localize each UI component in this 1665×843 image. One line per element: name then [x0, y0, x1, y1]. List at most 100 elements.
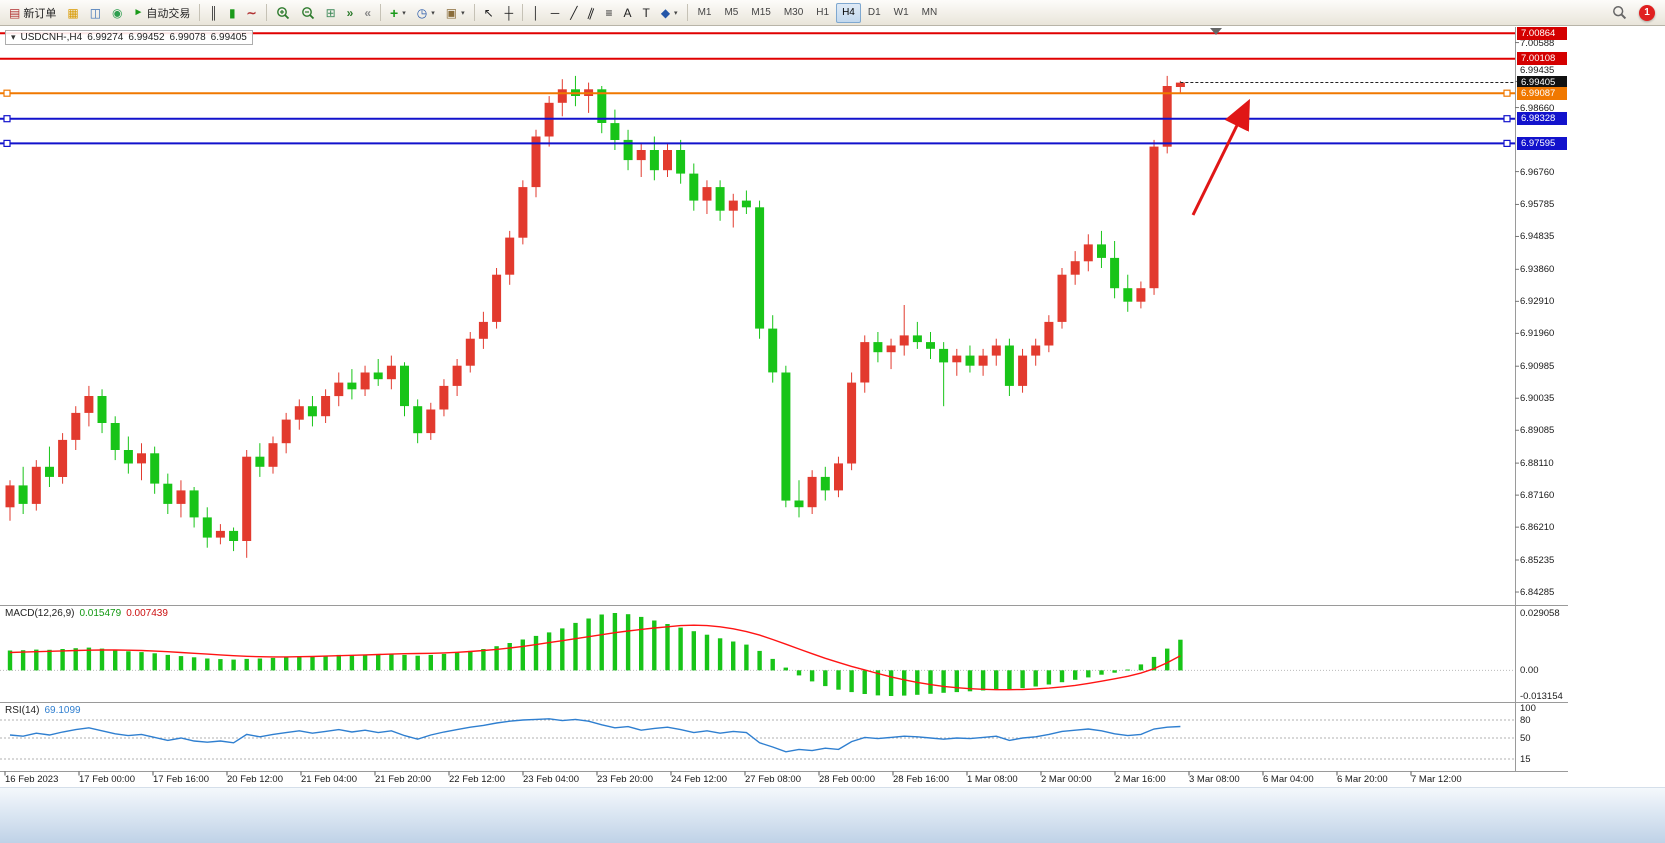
rsi-line: [9, 718, 1181, 753]
timeframe-w1[interactable]: W1: [893, 7, 909, 18]
channel-tool-button[interactable]: ∥: [583, 2, 599, 24]
fibonacci-icon: ≡: [605, 5, 613, 20]
macd-indicator-label: MACD(12,26,9) 0.015479 0.007439: [5, 608, 168, 619]
timeframe-group: M1 M5 M15 M30 H1 H4 D1 W1 MN: [692, 2, 944, 23]
template-icon: ▣: [445, 5, 458, 20]
trend-arrow-annotation[interactable]: [1191, 98, 1250, 216]
shapes-tool-button[interactable]: ◆ ▾: [656, 2, 683, 24]
bar-chart-icon: ║: [209, 5, 218, 20]
trendline-tool-button[interactable]: ╱: [565, 2, 582, 24]
line-chart-icon: ∼: [246, 5, 257, 20]
timeframe-m1[interactable]: M1: [697, 7, 712, 18]
chevron-down-icon: ▾: [461, 9, 465, 17]
horizontal-line-icon: ─: [550, 5, 560, 20]
zoom-out-icon: [301, 6, 314, 19]
new-order-button[interactable]: ▤ 新订单: [4, 2, 61, 24]
autotrade-label: 自动交易: [146, 7, 191, 20]
chevron-down-icon: ▾: [402, 9, 406, 17]
chart-symbol-label: USDCNH-,H4: [20, 32, 83, 43]
rsi-indicator-label: RSI(14) 69.1099: [5, 705, 81, 716]
window-bottom-edge: [0, 787, 1665, 843]
auto-scroll-icon: »: [346, 5, 354, 20]
candlestick-series: [5, 75, 1185, 558]
autotrade-button[interactable]: ► 自动交易: [129, 2, 196, 24]
line-handle[interactable]: [3, 89, 11, 97]
time-scale[interactable]: [0, 772, 1515, 787]
macd-main-value: 0.015479: [79, 608, 122, 619]
timeframe-m15[interactable]: M15: [751, 7, 771, 18]
line-handle[interactable]: [1503, 89, 1511, 97]
label-tool-button[interactable]: T: [637, 2, 654, 24]
macd-histogram: [7, 613, 1183, 696]
label-tool-icon: T: [642, 5, 650, 20]
toolbar-separator: [522, 4, 524, 21]
shapes-icon: ◆: [660, 5, 671, 20]
zoom-in-button[interactable]: [271, 2, 295, 24]
chart-shift-button[interactable]: «: [359, 2, 376, 24]
toolbar-separator: [199, 4, 201, 21]
ohlc-high: 6.99452: [128, 32, 165, 43]
chart-shift-marker[interactable]: [1210, 28, 1222, 35]
channel-icon: ∥: [586, 4, 597, 21]
tile-windows-icon: ⊞: [325, 5, 336, 20]
new-order-label: 新订单: [23, 7, 57, 20]
chevron-down-icon: ▾: [674, 9, 678, 17]
ohlc-open: 6.99274: [87, 32, 124, 43]
add-indicator-icon: +: [390, 4, 399, 21]
macd-signal-line: [9, 624, 1181, 691]
line-handle[interactable]: [1503, 139, 1511, 147]
new-order-icon: ▤: [9, 5, 21, 20]
ohlc-close: 6.99405: [210, 32, 247, 43]
timeframe-m30[interactable]: M30: [783, 7, 804, 18]
chevron-down-icon: ▾: [431, 9, 435, 17]
price-scale[interactable]: [1516, 27, 1568, 771]
macd-signal-value: 0.007439: [126, 608, 168, 619]
horizontal-line-tool-button[interactable]: ─: [546, 2, 565, 24]
market-watch-icon: ▦: [67, 5, 79, 20]
templates-button[interactable]: ▣ ▾: [441, 2, 470, 24]
search-button[interactable]: [1607, 2, 1632, 24]
market-watch-button[interactable]: ▦: [62, 2, 83, 24]
timeframe-h1[interactable]: H1: [816, 7, 830, 18]
notification-badge[interactable]: 1: [1639, 4, 1655, 21]
zoom-in-icon: [276, 6, 289, 19]
cursor-button[interactable]: ↖: [479, 2, 499, 24]
rsi-name: RSI(14): [5, 705, 40, 716]
toolbar-separator: [473, 4, 475, 21]
vertical-line-icon: │: [532, 5, 540, 20]
timeframe-d1[interactable]: D1: [867, 7, 881, 18]
timeframe-h4[interactable]: H4: [836, 2, 861, 23]
navigator-icon: ◉: [112, 5, 123, 20]
fibonacci-tool-button[interactable]: ≡: [600, 2, 617, 24]
timeframe-mn[interactable]: MN: [921, 7, 938, 18]
line-chart-button[interactable]: ∼: [242, 2, 262, 24]
toolbar-separator: [380, 4, 382, 21]
chart-shift-icon: «: [364, 5, 372, 20]
crosshair-button[interactable]: ┼: [500, 2, 519, 24]
crosshair-icon: ┼: [504, 5, 514, 20]
search-icon: [1613, 6, 1627, 20]
data-window-icon: ◫: [89, 5, 102, 20]
text-tool-button[interactable]: A: [618, 2, 636, 24]
clock-icon: ◷: [416, 5, 428, 20]
candlestick-chart-button[interactable]: ▮: [224, 2, 241, 24]
auto-scroll-button[interactable]: »: [342, 2, 359, 24]
timeframe-m5[interactable]: M5: [724, 7, 739, 18]
indicators-button[interactable]: + ▾: [385, 2, 411, 24]
line-handle[interactable]: [3, 115, 11, 123]
tile-windows-button[interactable]: ⊞: [321, 2, 341, 24]
vertical-line-tool-button[interactable]: │: [527, 2, 545, 24]
periods-button[interactable]: ◷ ▾: [412, 2, 440, 24]
top-toolbar: ▤ 新订单 ▦ ◫ ◉ ► 自动交易 ║ ▮ ∼ ⊞ » « + ▾ ◷ ▾ ▣ ▾ …: [0, 0, 1665, 26]
bar-chart-button[interactable]: ║: [204, 2, 223, 24]
collapse-icon[interactable]: ▾: [11, 32, 16, 42]
line-handle[interactable]: [3, 139, 11, 147]
zoom-out-button[interactable]: [296, 2, 320, 24]
candlestick-icon: ▮: [228, 5, 236, 20]
chart-title: ▾ USDCNH-,H4 6.99274 6.99452 6.99078 6.9…: [5, 30, 253, 45]
data-window-button[interactable]: ◫: [85, 2, 106, 24]
macd-name: MACD(12,26,9): [5, 608, 75, 619]
navigator-button[interactable]: ◉: [107, 2, 127, 24]
line-handle[interactable]: [1503, 115, 1511, 123]
